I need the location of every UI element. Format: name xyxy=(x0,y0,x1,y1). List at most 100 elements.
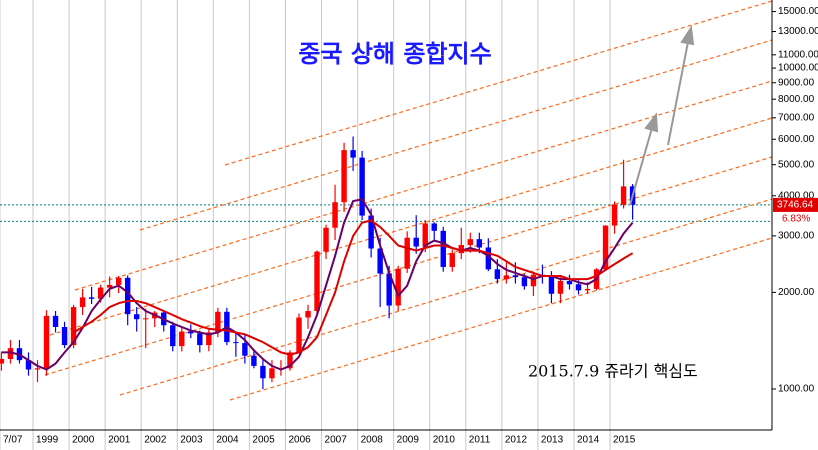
candle-body xyxy=(124,277,131,315)
candle-body xyxy=(188,331,194,334)
y-tick-label: 6000.00 xyxy=(778,134,815,145)
candle-body xyxy=(341,150,347,203)
y-tick-label: 3000.00 xyxy=(778,231,815,242)
candle-body xyxy=(440,230,446,267)
x-tick-label: 2006 xyxy=(288,435,311,446)
chart-title: 중국 상해 종합지수 xyxy=(298,40,491,68)
candle-body xyxy=(431,223,437,231)
candle-body xyxy=(233,342,239,344)
candle-body xyxy=(422,223,428,247)
x-tick-label: 2015 xyxy=(613,435,636,446)
x-tick-label: 2002 xyxy=(144,435,167,446)
candle-body xyxy=(242,343,248,356)
candle-body xyxy=(88,297,95,299)
last-price-box xyxy=(773,197,818,212)
candle-body xyxy=(386,273,392,306)
x-tick-label: 2008 xyxy=(361,435,384,446)
candle-body xyxy=(485,247,492,270)
y-tick-label: 11000.00 xyxy=(778,49,818,60)
candle-body xyxy=(70,307,77,346)
candle-body xyxy=(115,277,122,285)
x-tick-label: 2004 xyxy=(216,435,239,446)
candle-body xyxy=(206,332,212,346)
candle-body xyxy=(197,333,203,346)
candle-body xyxy=(530,274,537,287)
candle-body xyxy=(323,227,329,252)
candle-body xyxy=(512,275,519,278)
candle-body xyxy=(611,204,618,226)
y-tick-label: 7000.00 xyxy=(778,112,815,123)
y-tick-label: 4000.00 xyxy=(778,190,815,201)
candle-body xyxy=(61,327,68,346)
candle-body xyxy=(566,281,573,285)
candle-body xyxy=(260,365,266,379)
candle-body xyxy=(179,331,185,347)
candle-body xyxy=(106,284,113,288)
x-tick-label: 2009 xyxy=(397,435,420,446)
x-tick-label: 2012 xyxy=(505,435,528,446)
candle-body xyxy=(476,239,483,248)
x-tick-label: 2013 xyxy=(541,435,564,446)
candle-body xyxy=(368,215,374,249)
annotation: 2015.7.9 쥬라기 핵심도 xyxy=(528,362,698,381)
x-tick-label: 2010 xyxy=(433,435,456,446)
candle-body xyxy=(359,157,365,216)
candle-body xyxy=(584,288,591,291)
x-tick-label: 2000 xyxy=(72,435,95,446)
y-tick-label: 5000.00 xyxy=(778,159,815,170)
candle-body xyxy=(43,315,50,369)
x-tick-label: 2011 xyxy=(469,435,491,446)
grid xyxy=(0,0,772,450)
last-price-label: 3746.64 xyxy=(777,200,814,211)
candle-body xyxy=(97,287,104,299)
x-tick-label: 2003 xyxy=(180,435,203,446)
candle-body xyxy=(305,310,311,318)
candle-body xyxy=(548,276,555,294)
y-tick-label: 1000.00 xyxy=(778,384,815,395)
candle-body xyxy=(575,284,582,291)
candle-body xyxy=(503,275,510,280)
candle-body xyxy=(143,318,149,320)
candle-body xyxy=(377,248,383,274)
y-tick-label: 13000.00 xyxy=(778,26,818,37)
candle-body xyxy=(449,253,455,267)
moving-average xyxy=(73,219,634,356)
x-tick-label: 2007 xyxy=(325,435,348,446)
candle-body xyxy=(0,358,5,364)
x-tick-label: 7/07 xyxy=(3,435,23,446)
candle-body xyxy=(557,281,564,294)
candle-body xyxy=(467,239,474,245)
y-tick-label: 10000.00 xyxy=(778,63,818,74)
candle-body xyxy=(133,314,140,320)
candle-body xyxy=(7,348,14,359)
moving-average xyxy=(1,198,634,371)
x-tick-label: 2014 xyxy=(577,435,600,446)
candle-body xyxy=(404,237,410,269)
x-tick-label: 2005 xyxy=(252,435,275,446)
x-tick-label: 2001 xyxy=(108,435,131,446)
y-tick-label: 2000.00 xyxy=(778,287,815,298)
candle-body xyxy=(314,251,320,311)
y-tick-label: 15000.00 xyxy=(778,6,818,17)
candle-body xyxy=(458,244,464,254)
candle-body xyxy=(170,325,176,347)
candle-body xyxy=(251,355,257,366)
candle-body xyxy=(34,368,41,370)
candle-body xyxy=(620,186,627,205)
candle-body xyxy=(521,277,528,287)
candle-body xyxy=(52,315,59,328)
candle-body xyxy=(269,368,275,379)
candle-body xyxy=(350,150,356,158)
arrows xyxy=(629,25,695,206)
candle-body xyxy=(79,297,86,308)
candle-body xyxy=(413,237,419,247)
change-label: 6.83% xyxy=(782,214,810,225)
candle-body xyxy=(287,352,293,369)
candle-body xyxy=(215,311,221,333)
candle-body xyxy=(25,360,32,370)
y-tick-label: 8000.00 xyxy=(778,94,815,105)
y-tick-label: 9000.00 xyxy=(778,77,815,88)
candle-body xyxy=(395,268,401,306)
candle-body xyxy=(494,269,501,280)
